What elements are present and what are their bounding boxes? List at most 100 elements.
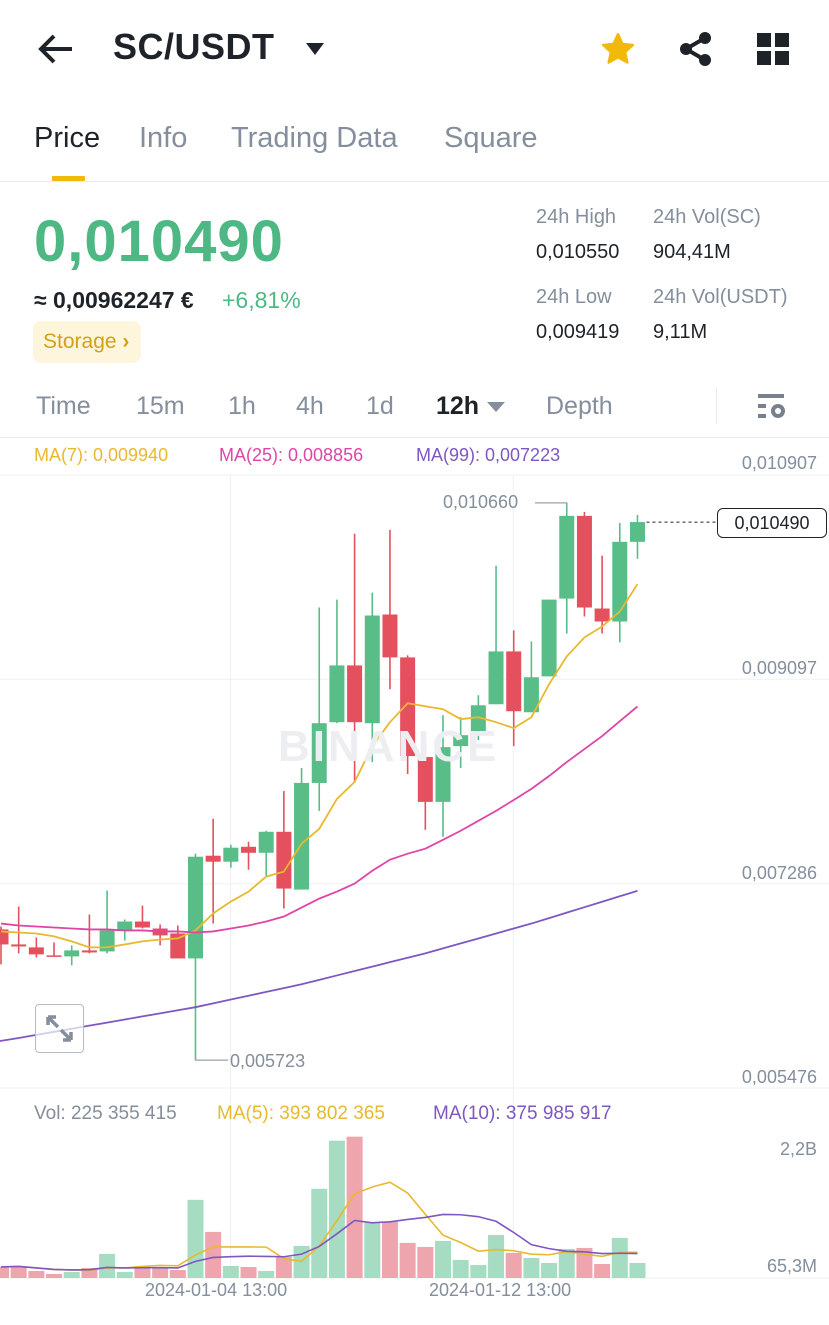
last-price: 0,010490 [34,209,284,274]
price-axis-label: 0,010907 [741,453,817,473]
volume-bar [346,1136,363,1278]
volume-bar [222,1265,239,1278]
layout-grid-button[interactable] [757,33,789,70]
high-value: 0,010550 [536,241,620,263]
volume-bar [381,1221,398,1278]
volume-bar [417,1246,434,1278]
chart-settings-button[interactable] [756,392,788,427]
candle-body [382,614,398,658]
pair-title[interactable]: SC/USDT [113,26,275,67]
candle-body [0,929,9,945]
ma25-line [0,705,639,934]
share-button[interactable] [678,31,714,72]
volume-bar [435,1240,451,1278]
volume-bar [629,1262,646,1278]
candle-body [258,831,274,853]
candle-body [28,947,44,955]
tab-price[interactable]: Price [34,122,101,154]
current-price-tag: 0,010490 [717,508,827,538]
volume-bar [28,1270,45,1278]
grid-icon [757,33,789,65]
candle-body [435,747,451,802]
chart-top-divider [0,437,829,438]
candle-body [506,651,522,712]
candle-body [294,782,310,890]
volume-bar [558,1248,575,1278]
volume-bar [116,1271,133,1278]
candle-body [134,921,150,928]
candle-body [417,757,433,802]
candle-body [576,515,592,608]
candle-body [46,955,62,957]
ma7-legend: MA(7): 0,009940 [34,445,169,465]
interval-more-caret-icon[interactable] [486,400,506,418]
back-button[interactable] [36,32,76,66]
tab-trading-data[interactable]: Trading Data [231,122,398,154]
volume-bar [523,1257,540,1278]
volume-ma10-line [0,1213,638,1271]
interval-1d[interactable]: 1d [366,392,394,420]
interval-4h[interactable]: 4h [296,392,324,420]
tab-square[interactable]: Square [444,122,538,154]
vol-quote-label: 24h Vol(USDT) [653,286,788,308]
star-icon [601,32,635,64]
favorite-button[interactable] [600,31,636,72]
candle-body [99,930,115,952]
candle-body [594,608,610,622]
interval-12h[interactable]: 12h [436,392,480,420]
volume-bar [611,1237,628,1278]
volume-bar [63,1271,80,1278]
volume-bar [81,1267,98,1278]
tab-info[interactable]: Info [139,122,188,154]
volume-bar [505,1252,522,1278]
candle-body [170,933,186,959]
candle-body [64,950,80,957]
x-tick-label: 2024-01-12 13:00 [429,1280,572,1300]
pair-dropdown-button[interactable] [305,42,325,61]
candle-body [205,855,221,862]
candle-body [347,665,363,723]
volume-bar [152,1266,169,1278]
x-tick-label: 2024-01-04 13:00 [145,1280,288,1300]
expand-icon [46,1015,73,1042]
volume-legend: Vol: 225 355 415 [34,1103,177,1124]
ma99-legend: MA(99): 0,007223 [416,445,561,465]
interval-15m[interactable]: 15m [136,392,185,420]
change-percent: +6,81% [222,287,301,313]
volume-bar [134,1265,151,1278]
candle-body [523,677,539,713]
volume-bar [46,1273,63,1278]
candle-body [241,846,257,853]
volume-ma5-legend: MA(5): 393 802 365 [217,1103,385,1124]
volume-bar [541,1262,558,1278]
volume-bar [275,1256,292,1278]
volume-bar [311,1188,328,1278]
volume-bar [240,1266,257,1278]
volume-bar [169,1269,186,1278]
expand-chart-button[interactable] [35,1004,84,1053]
high-marker-line [535,502,568,507]
candle-body [612,541,628,622]
fiat-value: ≈ 0,00962247 € [34,287,194,313]
ma25-legend: MA(25): 0,008856 [219,445,364,465]
candle-body [400,657,416,757]
storage-tag[interactable]: Storage › [33,321,142,363]
arrow-left-icon [38,34,72,64]
low-value: 0,009419 [536,321,620,343]
low-marker-line [194,1056,228,1061]
volume-bar [0,1266,9,1278]
candle-body [453,735,469,747]
candle-body [81,950,97,953]
low-label: 24h Low [536,286,612,308]
candle-body [488,651,504,705]
high-marker-label: 0,010660 [443,492,519,512]
volume-bar [364,1222,381,1278]
candle-body [559,515,575,599]
active-tab-indicator [52,176,85,181]
volume-axis-min: 65,3M [766,1256,817,1276]
price-axis-label: 0,005476 [741,1067,817,1087]
interval-depth[interactable]: Depth [546,392,613,420]
interval-1h[interactable]: 1h [228,392,256,420]
interval-time[interactable]: Time [36,392,91,420]
